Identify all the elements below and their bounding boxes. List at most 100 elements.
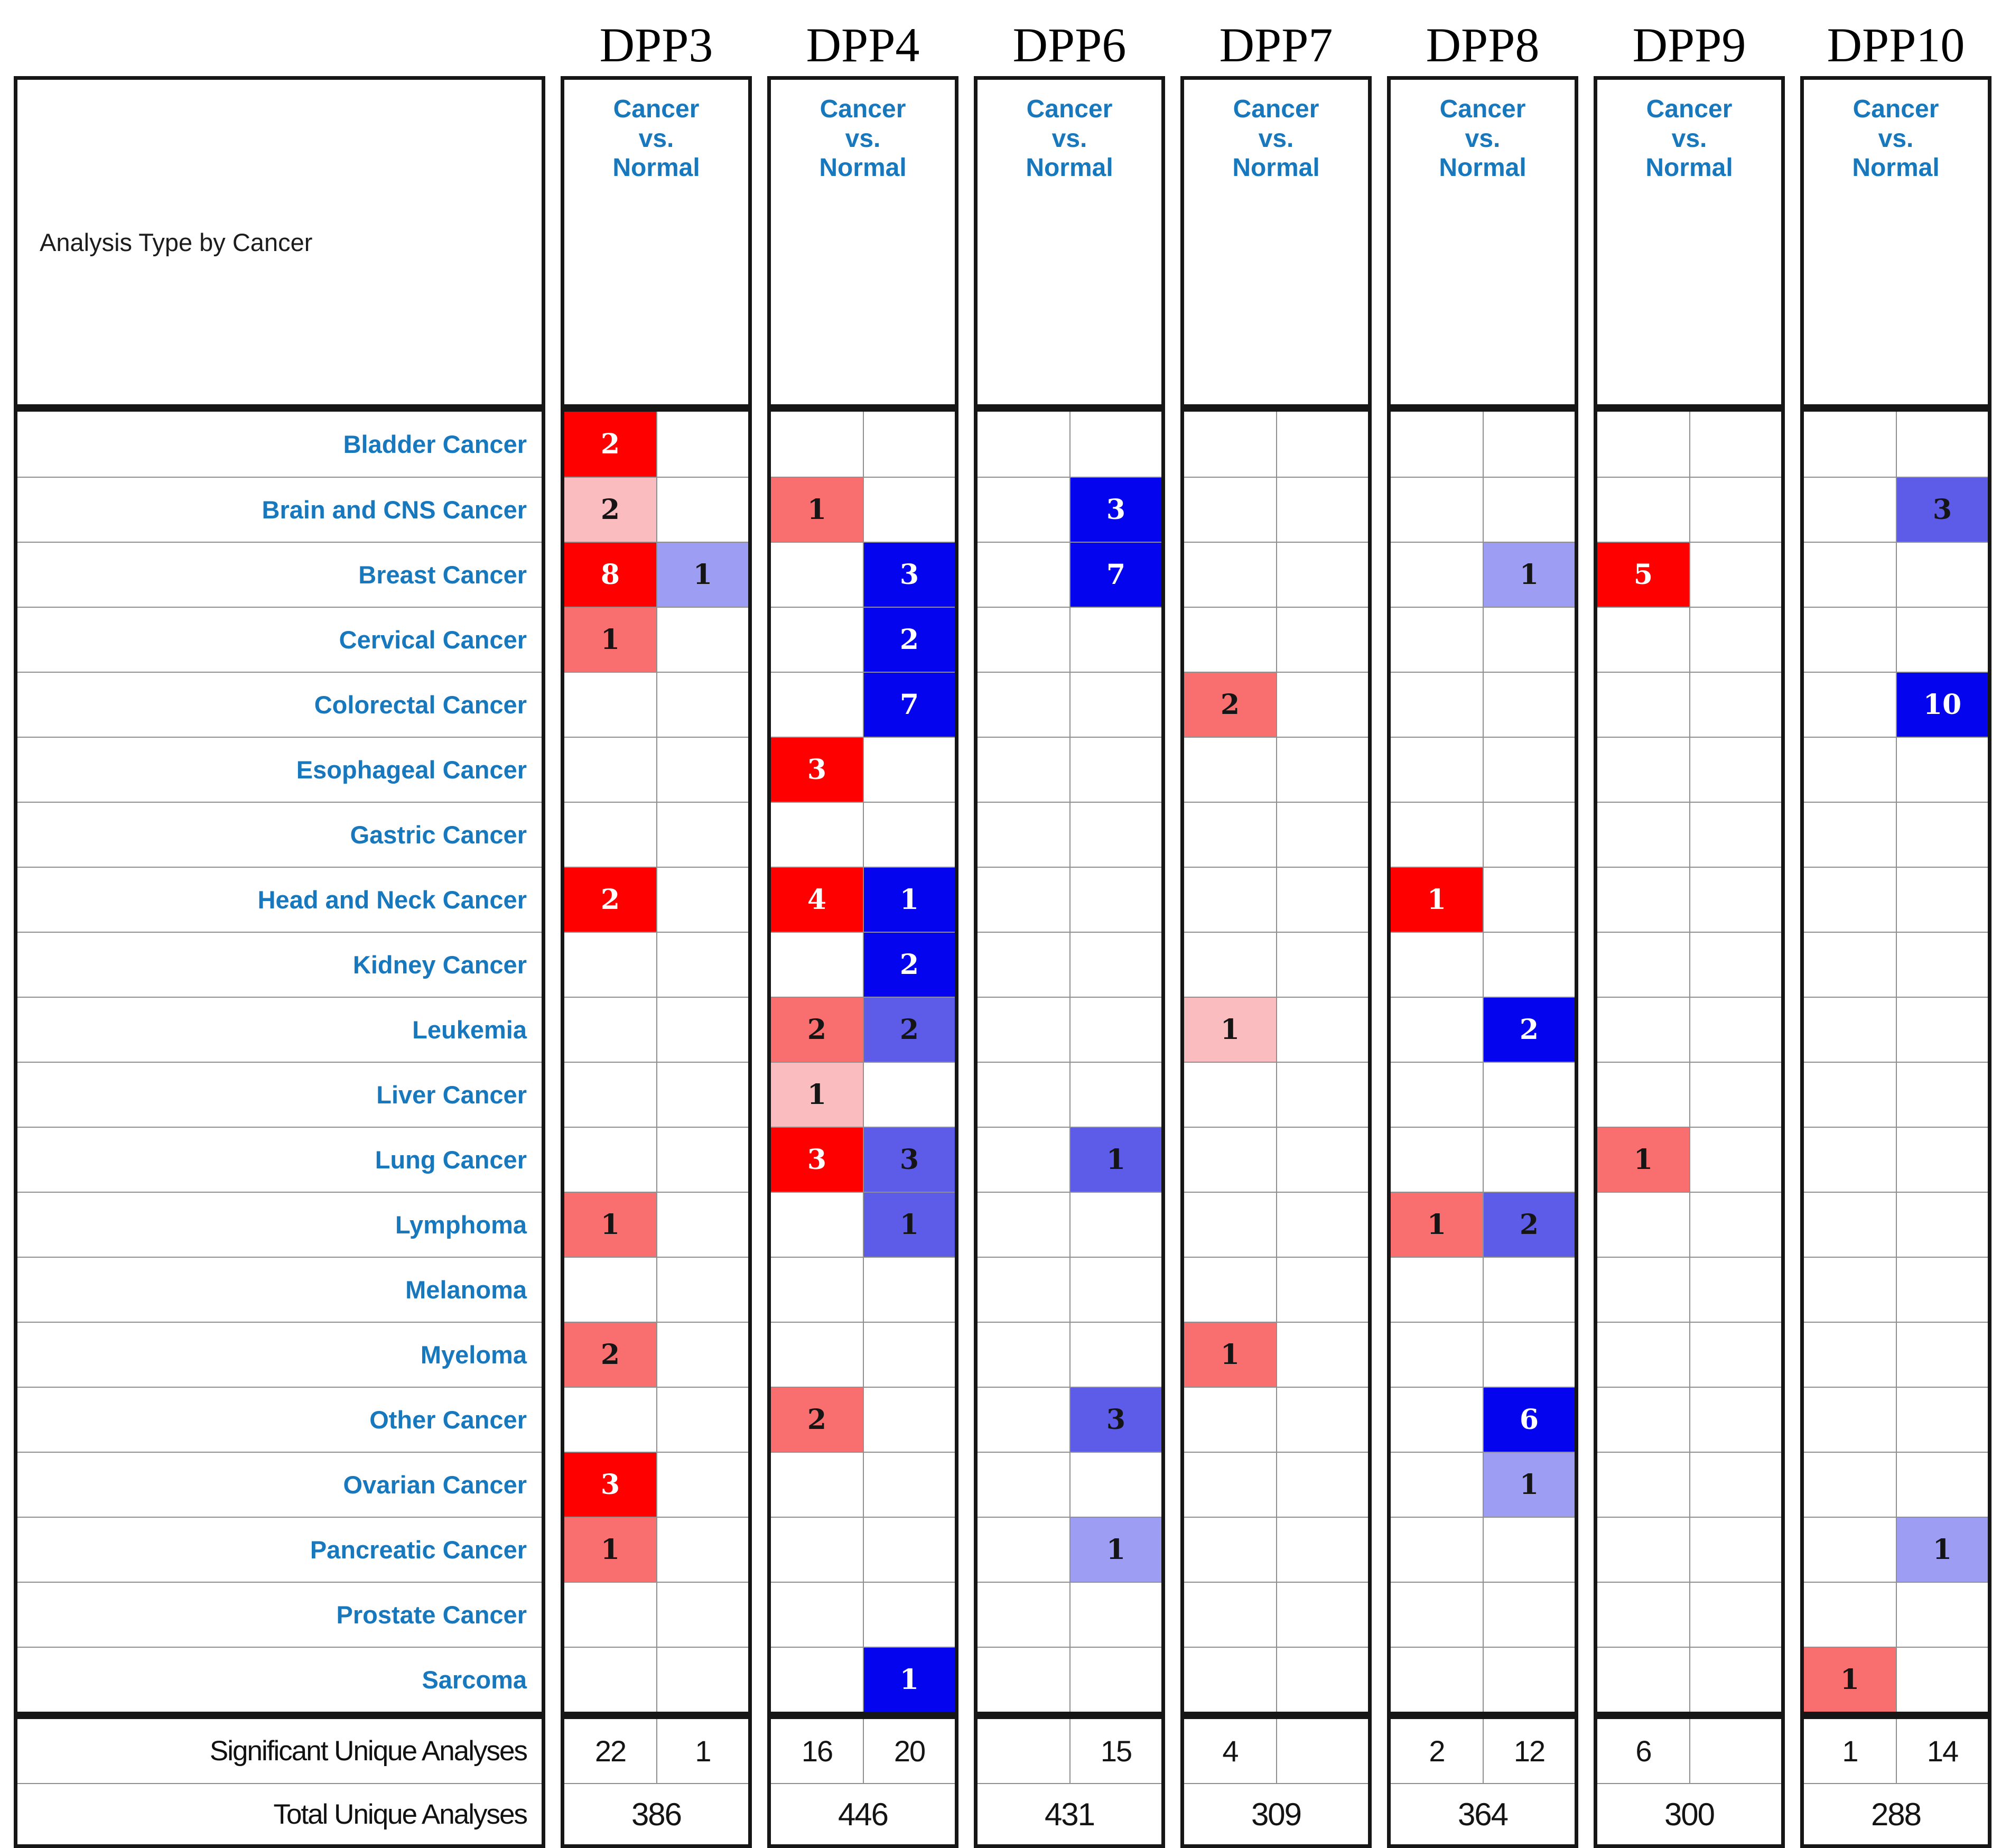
cell-dpp6-breast-cancer-down[interactable]: 7 [1069, 543, 1161, 607]
cell-dpp3-ovarian-cancer-up[interactable]: 3 [564, 1453, 656, 1517]
comparison-label-line: Normal [612, 154, 700, 182]
row-label-lymphoma[interactable]: Lymphoma [395, 1211, 527, 1239]
cell-dpp4-esophageal-cancer-up[interactable]: 3 [771, 738, 863, 802]
row-label-gastric-cancer[interactable]: Gastric Cancer [350, 821, 527, 849]
cell-dpp4-lung-cancer-down[interactable]: 3 [863, 1128, 955, 1192]
cell-dpp4-lymphoma-down[interactable]: 1 [863, 1193, 955, 1257]
grid-row-dpp9-esophageal-cancer [1597, 737, 1781, 802]
cell-dpp4-kidney-cancer-down[interactable]: 2 [863, 933, 955, 997]
cell-dpp9-kidney-cancer-down [1689, 933, 1781, 997]
cell-dpp9-gastric-cancer-up [1597, 803, 1689, 867]
cell-dpp10-colorectal-cancer-down[interactable]: 10 [1896, 673, 1988, 737]
cell-dpp10-bladder-cancer-down [1896, 412, 1988, 477]
cell-dpp4-colorectal-cancer-down[interactable]: 7 [863, 673, 955, 737]
cell-dpp4-breast-cancer-down[interactable]: 3 [863, 543, 955, 607]
row-label-sarcoma[interactable]: Sarcoma [422, 1666, 527, 1694]
cell-dpp4-bladder-cancer-down [863, 412, 955, 477]
cell-dpp7-myeloma-up[interactable]: 1 [1184, 1323, 1276, 1387]
cell-dpp4-lung-cancer-up[interactable]: 3 [771, 1128, 863, 1192]
cell-dpp8-head-and-neck-cancer-up[interactable]: 1 [1391, 868, 1483, 932]
total-count-dpp6: 431 [1044, 1796, 1095, 1832]
grid-row-dpp7-lymphoma [1184, 1192, 1368, 1257]
label-row-other-cancer: Other Cancer [17, 1387, 542, 1452]
row-label-melanoma[interactable]: Melanoma [405, 1276, 527, 1304]
cell-dpp8-lymphoma-up[interactable]: 1 [1391, 1193, 1483, 1257]
cell-dpp4-head-and-neck-cancer-down[interactable]: 1 [863, 868, 955, 932]
row-label-colorectal-cancer[interactable]: Colorectal Cancer [314, 691, 527, 719]
row-label-prostate-cancer[interactable]: Prostate Cancer [336, 1601, 527, 1629]
row-label-ovarian-cancer[interactable]: Ovarian Cancer [343, 1471, 527, 1499]
cell-dpp6-bladder-cancer-down [1069, 412, 1161, 477]
cell-dpp4-kidney-cancer-up [771, 933, 863, 997]
grid-row-dpp10-head-and-neck-cancer [1804, 867, 1988, 932]
grid-row-dpp3-head-and-neck-cancer: 2 [564, 867, 748, 932]
cell-dpp10-brain-and-cns-cancer-up [1804, 478, 1896, 542]
cell-dpp9-breast-cancer-up[interactable]: 5 [1597, 543, 1689, 607]
cell-dpp4-other-cancer-up[interactable]: 2 [771, 1388, 863, 1452]
cell-dpp6-brain-and-cns-cancer-down[interactable]: 3 [1069, 478, 1161, 542]
grid-row-dpp7-brain-and-cns-cancer [1184, 477, 1368, 542]
cell-dpp4-sarcoma-down[interactable]: 1 [863, 1648, 955, 1712]
cell-dpp10-brain-and-cns-cancer-down[interactable]: 3 [1896, 478, 1988, 542]
cell-dpp3-brain-and-cns-cancer-up[interactable]: 2 [564, 478, 656, 542]
cell-dpp3-bladder-cancer-up[interactable]: 2 [564, 412, 656, 477]
cell-dpp8-leukemia-down[interactable]: 2 [1483, 998, 1575, 1062]
cell-dpp3-myeloma-up[interactable]: 2 [564, 1323, 656, 1387]
cell-dpp3-cervical-cancer-up[interactable]: 1 [564, 608, 656, 672]
cell-dpp3-leukemia-up [564, 998, 656, 1062]
cell-dpp3-liver-cancer-up [564, 1063, 656, 1127]
cell-dpp3-lymphoma-up[interactable]: 1 [564, 1193, 656, 1257]
cell-dpp3-breast-cancer-down[interactable]: 1 [656, 543, 748, 607]
cell-dpp4-cervical-cancer-down[interactable]: 2 [863, 608, 955, 672]
significant-analyses-label: Significant Unique Analyses [209, 1735, 528, 1767]
label-row-prostate-cancer: Prostate Cancer [17, 1582, 542, 1647]
cell-dpp3-head-and-neck-cancer-up[interactable]: 2 [564, 868, 656, 932]
cell-dpp6-head-and-neck-cancer-down [1069, 868, 1161, 932]
significant-count-dpp9-up: 6 [1635, 1734, 1652, 1768]
cell-dpp10-sarcoma-up[interactable]: 1 [1804, 1648, 1896, 1712]
cell-dpp4-leukemia-up[interactable]: 2 [771, 998, 863, 1062]
cell-dpp8-breast-cancer-down[interactable]: 1 [1483, 543, 1575, 607]
row-label-lung-cancer[interactable]: Lung Cancer [375, 1146, 527, 1174]
row-label-leukemia[interactable]: Leukemia [412, 1016, 527, 1044]
cell-dpp4-liver-cancer-up[interactable]: 1 [771, 1063, 863, 1127]
cell-dpp3-pancreatic-cancer-up[interactable]: 1 [564, 1518, 656, 1582]
cell-dpp4-gastric-cancer-down [863, 803, 955, 867]
panel-grid-dpp7: 2 1 1 [1180, 408, 1372, 1715]
significant-row-dpp3: 22 1 [564, 1719, 748, 1784]
row-label-head-and-neck-cancer[interactable]: Head and Neck Cancer [257, 886, 527, 914]
cell-dpp7-breast-cancer-down [1276, 543, 1368, 607]
cell-dpp6-lung-cancer-down[interactable]: 1 [1069, 1128, 1161, 1192]
cell-dpp4-brain-and-cns-cancer-up[interactable]: 1 [771, 478, 863, 542]
cell-dpp10-pancreatic-cancer-down[interactable]: 1 [1896, 1518, 1988, 1582]
row-label-cervical-cancer[interactable]: Cervical Cancer [339, 626, 527, 654]
cell-dpp4-head-and-neck-cancer-up[interactable]: 4 [771, 868, 863, 932]
cell-dpp4-leukemia-down[interactable]: 2 [863, 998, 955, 1062]
row-label-pancreatic-cancer[interactable]: Pancreatic Cancer [310, 1536, 527, 1564]
cell-dpp7-leukemia-up[interactable]: 1 [1184, 998, 1276, 1062]
cell-dpp3-melanoma-up [564, 1258, 656, 1322]
row-label-kidney-cancer[interactable]: Kidney Cancer [352, 951, 527, 979]
cell-dpp8-other-cancer-down[interactable]: 6 [1483, 1388, 1575, 1452]
row-label-esophageal-cancer[interactable]: Esophageal Cancer [296, 756, 527, 784]
grid-row-dpp4-kidney-cancer: 2 [771, 932, 955, 997]
row-label-bladder-cancer[interactable]: Bladder Cancer [343, 430, 527, 458]
row-label-other-cancer[interactable]: Other Cancer [369, 1406, 527, 1434]
cell-dpp7-colorectal-cancer-up[interactable]: 2 [1184, 673, 1276, 737]
row-label-myeloma[interactable]: Myeloma [420, 1341, 527, 1369]
cell-dpp3-breast-cancer-up[interactable]: 8 [564, 543, 656, 607]
row-label-breast-cancer[interactable]: Breast Cancer [358, 561, 527, 589]
row-label-brain-and-cns-cancer[interactable]: Brain and CNS Cancer [262, 496, 527, 524]
cell-dpp6-prostate-cancer-up [978, 1583, 1069, 1647]
row-label-liver-cancer[interactable]: Liver Cancer [376, 1081, 527, 1109]
cell-dpp6-other-cancer-down[interactable]: 3 [1069, 1388, 1161, 1452]
cell-dpp7-breast-cancer-up [1184, 543, 1276, 607]
cell-dpp8-ovarian-cancer-down[interactable]: 1 [1483, 1453, 1575, 1517]
cell-dpp9-melanoma-up [1597, 1258, 1689, 1322]
cell-dpp6-pancreatic-cancer-down[interactable]: 1 [1069, 1518, 1161, 1582]
grid-row-dpp9-liver-cancer [1597, 1062, 1781, 1127]
cell-dpp10-breast-cancer-down [1896, 543, 1988, 607]
cell-dpp8-lymphoma-down[interactable]: 2 [1483, 1193, 1575, 1257]
cell-dpp8-brain-and-cns-cancer-down [1483, 478, 1575, 542]
cell-dpp9-lung-cancer-up[interactable]: 1 [1597, 1128, 1689, 1192]
